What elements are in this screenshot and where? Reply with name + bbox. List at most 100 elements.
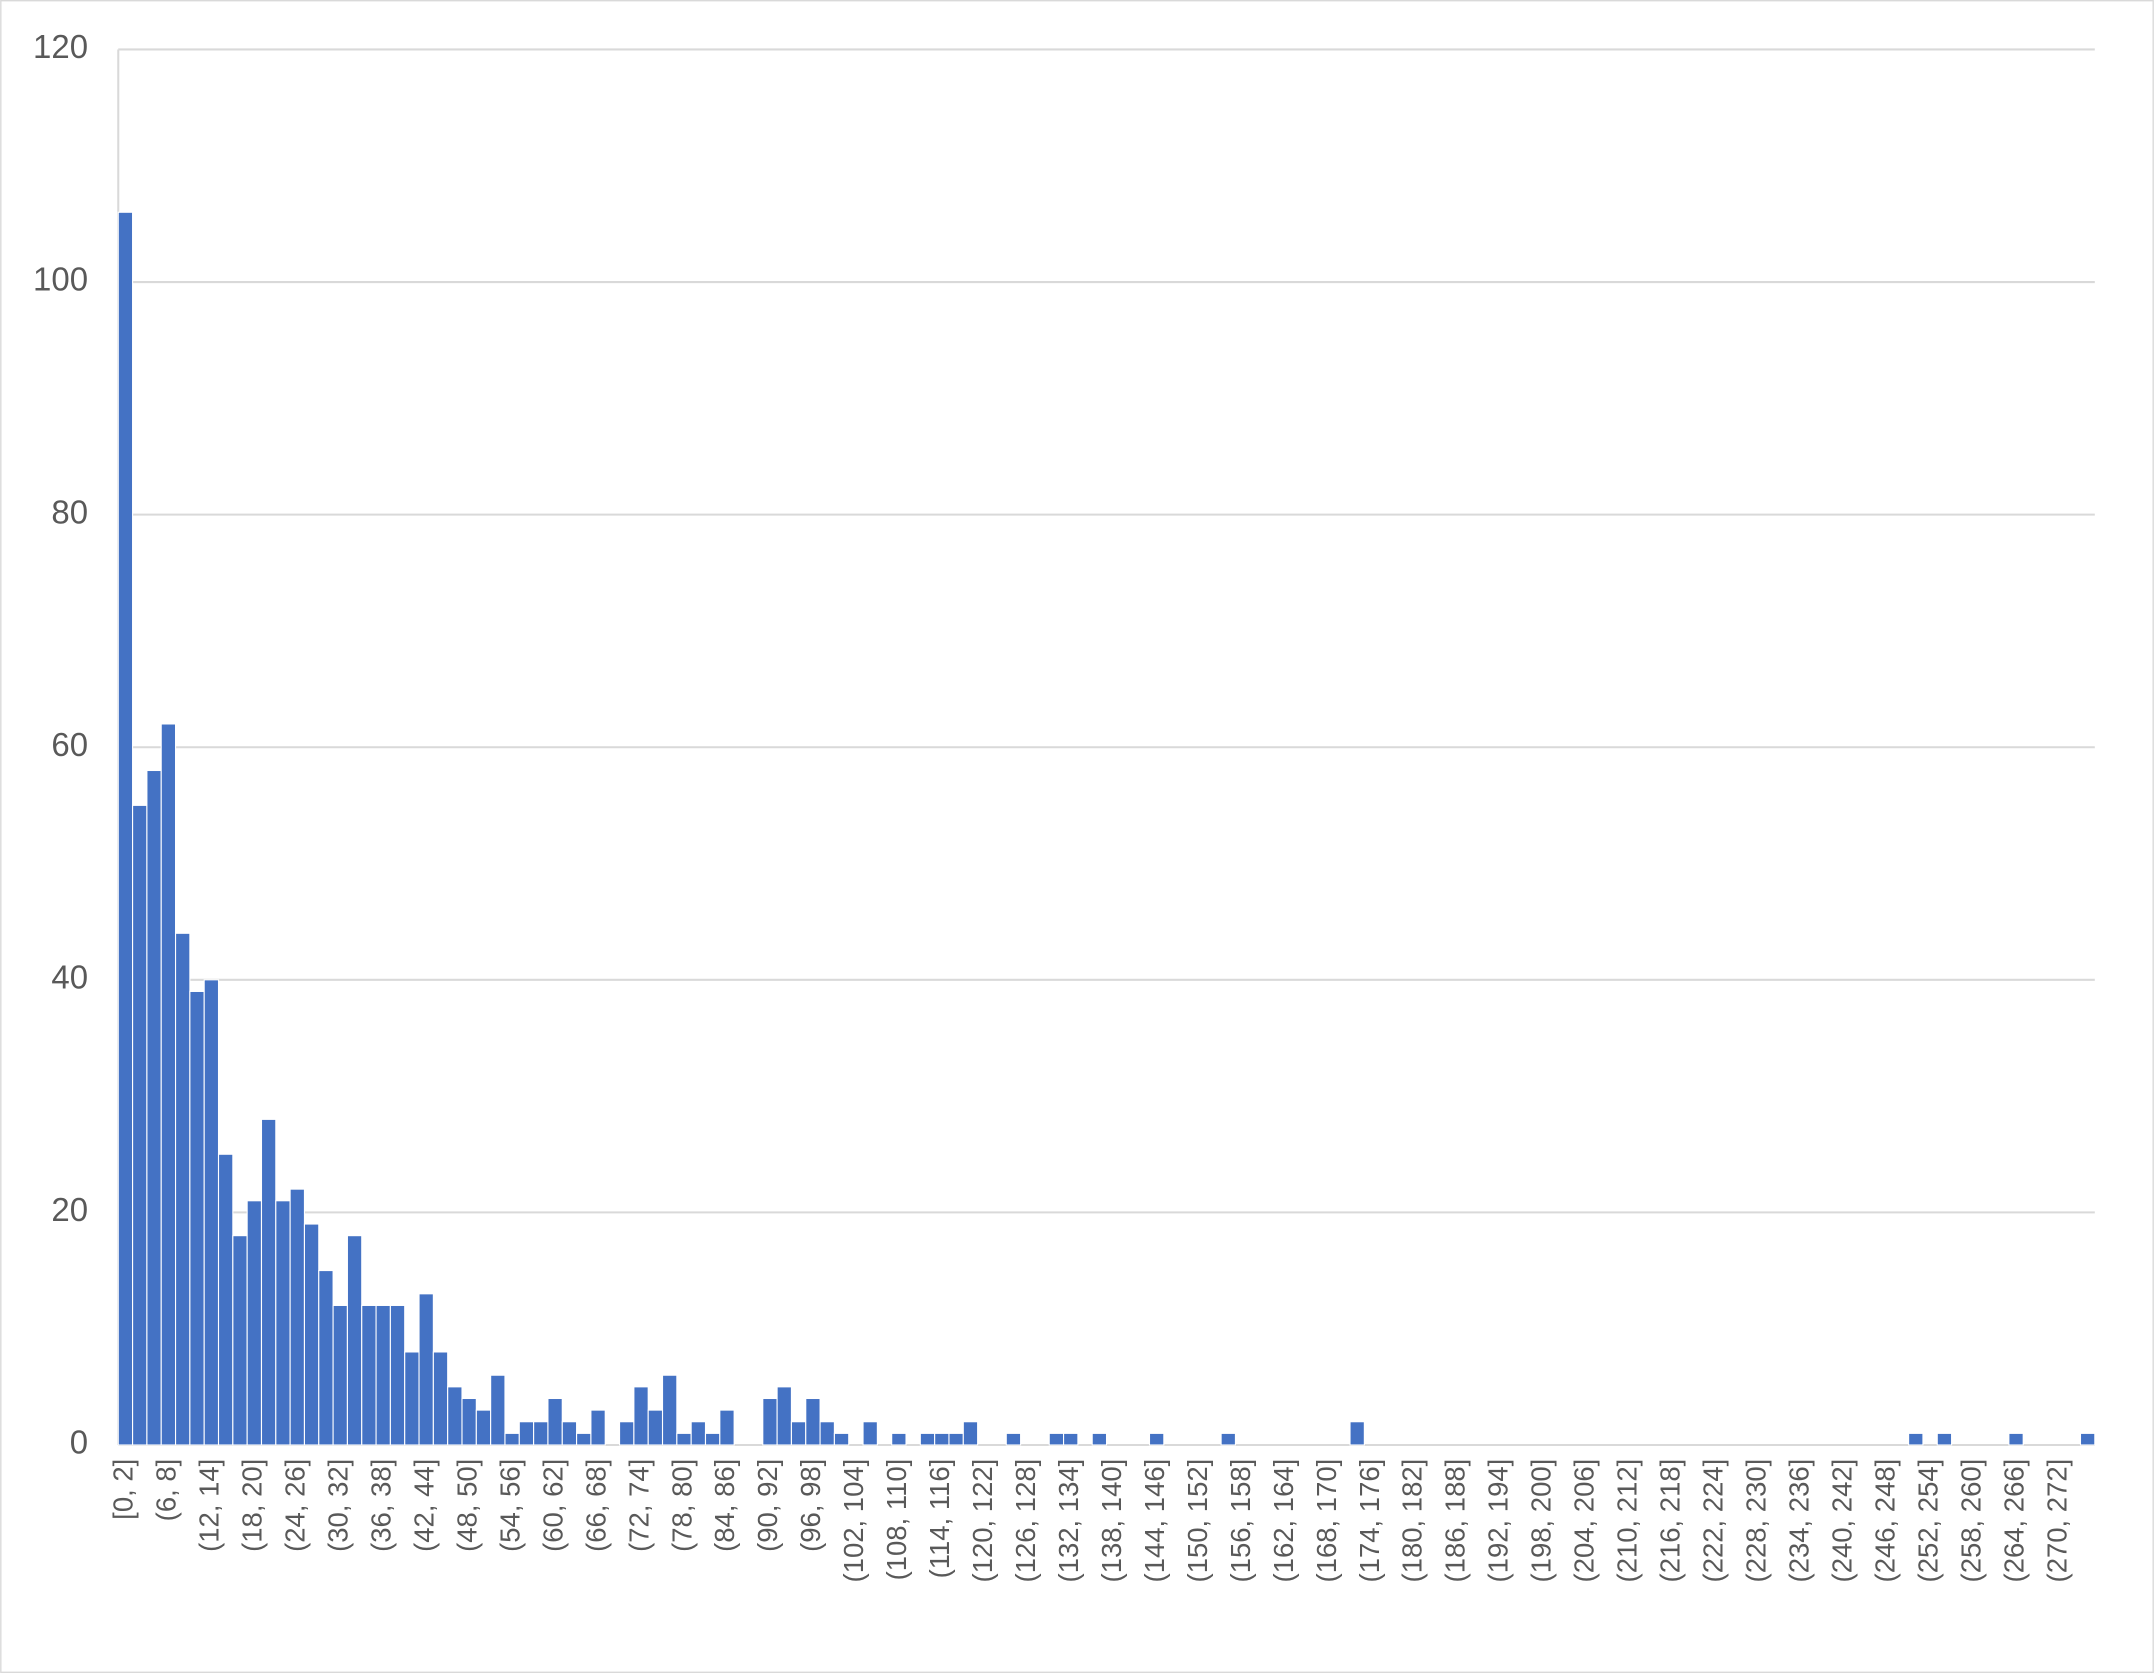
x-tick-label: (264, 266] xyxy=(1998,1459,2029,1583)
x-tick-label: (78, 80] xyxy=(666,1459,697,1552)
x-tick-label: (96, 98] xyxy=(795,1459,826,1552)
x-tick-label: [0, 2] xyxy=(108,1459,139,1520)
x-tick-label: (108, 110] xyxy=(881,1459,912,1581)
bar xyxy=(948,1432,964,1446)
bar xyxy=(919,1432,936,1446)
x-tick-label: (240, 242] xyxy=(1826,1459,1857,1583)
x-tick-label: (84, 86] xyxy=(709,1459,740,1552)
bar xyxy=(633,1386,649,1446)
bar xyxy=(590,1409,606,1446)
bar xyxy=(719,1409,735,1446)
x-tick-label: (168, 170] xyxy=(1311,1459,1342,1583)
x-tick-label: (192, 194] xyxy=(1483,1459,1514,1583)
bar xyxy=(891,1432,907,1446)
bar xyxy=(260,1118,277,1446)
bar xyxy=(275,1200,291,1446)
x-tick-label: (66, 68] xyxy=(580,1459,611,1552)
bar xyxy=(389,1304,406,1446)
x-tick-label: (180, 182] xyxy=(1397,1459,1428,1583)
bar xyxy=(934,1432,950,1446)
bar xyxy=(533,1421,549,1446)
x-tick-label: (204, 206] xyxy=(1569,1459,1600,1583)
bar xyxy=(776,1386,792,1446)
x-tick-label: (90, 92] xyxy=(752,1459,783,1552)
x-tick-label: (48, 50] xyxy=(451,1459,482,1552)
bar xyxy=(1148,1432,1165,1446)
x-tick-label: (222, 224] xyxy=(1698,1459,1729,1583)
x-tick-label: (102, 104] xyxy=(838,1459,869,1583)
bar xyxy=(146,769,162,1446)
x-tick-label: (138, 140] xyxy=(1096,1459,1127,1583)
bar xyxy=(504,1432,520,1446)
bar xyxy=(1091,1432,1108,1446)
bar xyxy=(246,1200,263,1446)
bar xyxy=(1063,1432,1079,1446)
bar xyxy=(962,1421,979,1446)
y-tick-label: 40 xyxy=(51,959,88,996)
bar xyxy=(676,1432,692,1446)
bar xyxy=(1908,1432,1924,1446)
x-tick-label: (174, 176] xyxy=(1354,1459,1385,1583)
bar xyxy=(475,1409,492,1446)
x-tick-label: (156, 158] xyxy=(1225,1459,1256,1583)
x-tick-label: (132, 134] xyxy=(1053,1459,1084,1583)
x-tick-label: (216, 218] xyxy=(1655,1459,1686,1583)
y-tick-label: 80 xyxy=(51,493,88,530)
bar xyxy=(404,1351,420,1446)
bar xyxy=(619,1421,635,1446)
bar xyxy=(1349,1421,1365,1446)
x-tick-label: (144, 146] xyxy=(1139,1459,1170,1583)
bar xyxy=(490,1374,506,1446)
bar xyxy=(332,1304,348,1446)
bar xyxy=(189,990,205,1446)
bar xyxy=(1220,1432,1236,1446)
x-tick-label: (150, 152] xyxy=(1182,1459,1213,1583)
bar xyxy=(375,1304,391,1446)
bar xyxy=(318,1269,334,1446)
bar xyxy=(561,1421,578,1446)
bar xyxy=(303,1223,320,1446)
bar xyxy=(447,1386,463,1446)
bar xyxy=(704,1432,721,1446)
bar xyxy=(203,979,220,1446)
x-tick-label: (36, 38] xyxy=(365,1459,396,1552)
x-tick-label: (186, 188] xyxy=(1440,1459,1471,1583)
bar xyxy=(547,1397,563,1446)
bar xyxy=(2008,1432,2024,1446)
y-tick-label: 120 xyxy=(33,28,88,65)
bar xyxy=(1005,1432,1022,1446)
x-tick-label: (12, 14] xyxy=(194,1459,225,1552)
x-tick-label: (6, 8] xyxy=(151,1459,182,1522)
bar xyxy=(833,1432,850,1446)
x-tick-label: (258, 260] xyxy=(1955,1459,1986,1583)
bar xyxy=(461,1397,477,1446)
bar xyxy=(232,1235,248,1446)
bar xyxy=(1048,1432,1065,1446)
bar xyxy=(790,1421,807,1446)
y-tick-label: 60 xyxy=(51,726,88,763)
bar xyxy=(690,1421,707,1446)
x-tick-label: (24, 26] xyxy=(280,1459,311,1552)
bar xyxy=(805,1397,821,1446)
x-tick-label: (30, 32] xyxy=(323,1459,354,1552)
x-tick-label: (72, 74] xyxy=(623,1459,654,1552)
bar xyxy=(862,1421,878,1446)
x-tick-label: (54, 56] xyxy=(494,1459,525,1552)
bar xyxy=(346,1235,363,1446)
bar xyxy=(518,1421,535,1446)
x-tick-label: (114, 116] xyxy=(924,1459,955,1579)
bar xyxy=(132,804,148,1446)
bar xyxy=(1936,1432,1953,1446)
bar xyxy=(647,1409,664,1446)
x-tick-label: (120, 122] xyxy=(967,1459,998,1583)
bar xyxy=(174,932,191,1446)
bar xyxy=(418,1293,434,1446)
x-tick-label: (42, 44] xyxy=(408,1459,439,1552)
x-tick-label: (270, 272] xyxy=(2041,1459,2072,1583)
x-tick-label: (126, 128] xyxy=(1010,1459,1041,1583)
y-tick-label: 20 xyxy=(51,1191,88,1228)
bar xyxy=(289,1188,305,1446)
bar xyxy=(576,1432,592,1446)
